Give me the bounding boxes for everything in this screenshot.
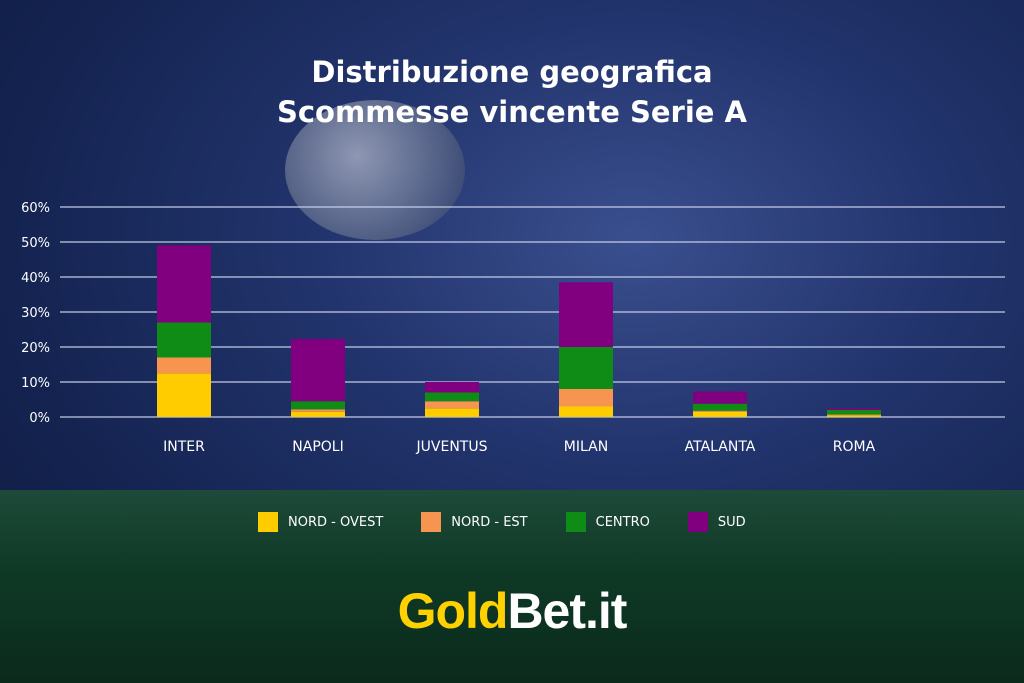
y-tick-label: 20% <box>21 341 50 356</box>
bar-roma-centro <box>827 410 881 415</box>
legend-item-centro: CENTRO <box>565 512 650 532</box>
bar-juventus-nord-est <box>425 401 479 409</box>
bar-napoli-centro <box>291 401 345 410</box>
legend-swatch <box>687 512 708 532</box>
title-line-2: Scommesse vincente Serie A <box>276 95 748 129</box>
legend-item-sud: SUD <box>687 512 746 532</box>
legend-label: CENTRO <box>595 514 650 530</box>
bar-napoli-nord-est <box>291 409 345 412</box>
x-tick-label: ATALANTA <box>685 439 756 455</box>
y-tick-label: 60% <box>21 201 50 216</box>
bar-milan-nord-est <box>559 389 613 407</box>
bar-roma-nord-est <box>827 414 881 416</box>
chart-title: Distribuzione geografica Scommesse vince… <box>0 52 1024 132</box>
bar-atalanta-centro <box>693 403 747 411</box>
bar-inter-centro <box>157 322 211 358</box>
bar-milan-centro <box>559 347 613 389</box>
bar-milan-nord-ovest <box>559 406 613 417</box>
bar-roma-sud <box>827 408 881 410</box>
y-tick-label: 0% <box>29 411 50 426</box>
bar-milan-sud <box>559 282 613 347</box>
title-line-1: Distribuzione geografica <box>311 55 713 89</box>
bar-inter-sud <box>157 245 211 323</box>
y-tick-label: 40% <box>21 271 50 286</box>
y-tick-label: 10% <box>21 376 50 391</box>
y-tick-label: 30% <box>21 306 50 321</box>
bar-atalanta-nord-est <box>693 410 747 412</box>
pitch-background <box>0 490 1024 683</box>
legend-swatch <box>258 512 278 532</box>
y-tick-label: 50% <box>21 236 50 251</box>
legend-item-nord-ovest: NORD - OVEST <box>258 512 383 532</box>
logo-bet: Bet.it <box>507 583 627 639</box>
bar-inter-nord-ovest <box>157 373 211 417</box>
legend: NORD - OVEST NORD - EST CENTRO SUD <box>258 512 784 532</box>
legend-label: SUD <box>717 514 746 530</box>
legend-label: NORD - OVEST <box>288 514 384 530</box>
x-tick-label: INTER <box>163 439 205 455</box>
legend-label: NORD - EST <box>451 514 528 530</box>
x-tick-label: NAPOLI <box>292 439 343 455</box>
legend-swatch <box>421 512 442 532</box>
goldbet-logo: GoldBet.it <box>0 582 1024 640</box>
bar-juventus-centro <box>425 392 479 402</box>
bar-atalanta-nord-ovest <box>693 411 747 417</box>
x-tick-label: JUVENTUS <box>416 439 488 455</box>
bar-inter-nord-est <box>157 357 211 374</box>
x-tick-label: MILAN <box>564 439 608 455</box>
soccer-ball-image <box>285 100 465 240</box>
bar-roma-nord-ovest <box>827 415 881 417</box>
x-tick-label: ROMA <box>833 439 876 455</box>
legend-swatch <box>565 512 586 532</box>
logo-gold: Gold <box>397 583 509 639</box>
legend-item-nord-est: NORD - EST <box>421 512 528 532</box>
bar-atalanta-sud <box>693 391 747 404</box>
bar-juventus-sud <box>425 382 479 393</box>
bar-napoli-sud <box>291 338 345 402</box>
bar-juventus-nord-ovest <box>425 408 479 417</box>
bar-napoli-nord-ovest <box>291 411 345 417</box>
